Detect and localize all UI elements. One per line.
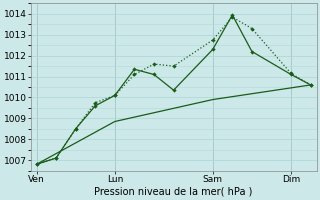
X-axis label: Pression niveau de la mer( hPa ): Pression niveau de la mer( hPa ) bbox=[94, 187, 253, 197]
